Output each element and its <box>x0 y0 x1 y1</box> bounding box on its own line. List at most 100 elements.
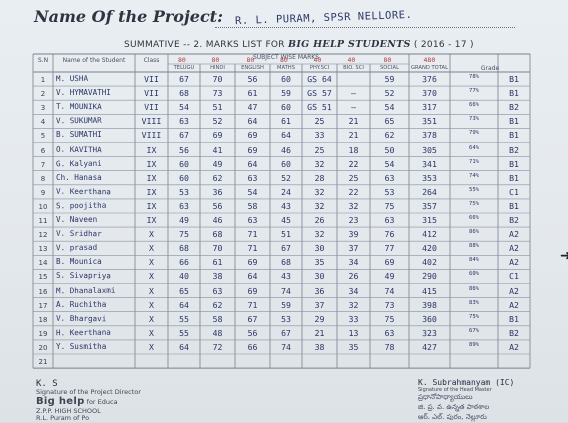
header-max-physci: 40 <box>314 57 322 64</box>
row-12-soc: 76 <box>372 230 407 239</box>
row-11-phy: 26 <box>304 216 335 224</box>
row-1-tot: 376 <box>411 75 448 84</box>
row-17-pct: 83% <box>452 301 496 307</box>
row-5-tot: 378 <box>411 131 448 139</box>
row-14-pct: 84% <box>452 258 496 264</box>
header-max-telugu: 80 <box>178 57 186 64</box>
row-18-name: V. Bhargavi <box>56 314 106 322</box>
row-3-tel: 54 <box>170 103 198 111</box>
row-1-hin: 70 <box>202 75 233 84</box>
row-20-name: Y. Susmitha <box>56 343 106 351</box>
row-9-pct: 55% <box>452 188 496 194</box>
row-8-tot: 353 <box>411 174 448 182</box>
row-14-phy: 35 <box>304 258 335 266</box>
row-13-sno: 13 <box>36 245 50 253</box>
row-19-hin: 48 <box>202 329 233 338</box>
row-8-name: Ch. Hanasa <box>56 174 102 182</box>
row-4-name: V. SUKUMAR <box>56 117 102 125</box>
row-16-soc: 74 <box>372 286 407 295</box>
row-2-name: V. HYMAVATHI <box>56 89 111 97</box>
row-10-grade: B1 <box>500 202 528 210</box>
row-15-sno: 15 <box>36 273 50 281</box>
row-6-tot: 305 <box>411 145 448 154</box>
row-13-tel: 68 <box>170 244 198 252</box>
row-14-tot: 402 <box>411 258 448 266</box>
row-2-mat: 59 <box>272 89 300 97</box>
row-11-mat: 45 <box>272 216 300 224</box>
margin-mark: ➜ <box>560 248 568 264</box>
row-11-tel: 49 <box>170 216 198 224</box>
row-11-cls: IX <box>137 216 166 224</box>
row-8-sno: 8 <box>36 175 50 183</box>
row-3-name: T. MOUNIKA <box>56 103 102 111</box>
row-17-cls: X <box>137 301 166 309</box>
row-10-tot: 357 <box>411 202 448 211</box>
row-3-tot: 317 <box>411 103 448 112</box>
row-17-name: A. Ruchitha <box>56 301 106 309</box>
row-7-phy: 32 <box>304 159 335 168</box>
row-19-bio: 13 <box>339 329 368 338</box>
row-15-tel: 40 <box>170 272 198 280</box>
row-12-grade: A2 <box>500 230 528 238</box>
row-5-grade: B1 <box>500 131 528 139</box>
row-5-phy: 33 <box>304 131 335 139</box>
row-2-soc: 52 <box>372 89 407 97</box>
row-7-bio: 22 <box>339 159 368 168</box>
row-9-bio: 22 <box>339 188 368 197</box>
row-6-mat: 46 <box>272 145 300 153</box>
row-20-pct: 89% <box>452 343 496 349</box>
header-telugu: TELUGU <box>168 66 200 71</box>
row-5-eng: 69 <box>237 131 268 139</box>
row-11-pct: 66% <box>452 216 496 222</box>
row-18-tot: 360 <box>411 314 448 323</box>
row-3-soc: 54 <box>372 103 407 112</box>
row-14-name: B. Mounica <box>56 258 102 266</box>
row-1-sno: 1 <box>36 76 50 84</box>
row-1-name: M. USHA <box>56 75 88 83</box>
row-4-soc: 65 <box>372 117 407 126</box>
headmaster-stamp-line1: ప్రధానోపాధ్యాయులు <box>418 393 514 403</box>
row-19-mat: 67 <box>272 329 300 337</box>
row-3-mat: 60 <box>272 103 300 111</box>
row-17-phy: 37 <box>304 301 335 309</box>
row-16-sno: 16 <box>36 288 50 296</box>
row-6-tel: 56 <box>170 145 198 153</box>
header-grand_total: GRAND TOTAL <box>409 66 450 71</box>
row-8-bio: 25 <box>339 174 368 182</box>
row-16-pct: 86% <box>452 286 496 292</box>
row-7-mat: 60 <box>272 159 300 167</box>
row-13-name: V. prasad <box>56 244 97 252</box>
big-help-stamp: Big help <box>36 396 85 407</box>
row-16-hin: 63 <box>202 286 233 295</box>
header-max-hindi: 80 <box>212 57 220 64</box>
header-max-maths: 80 <box>280 57 288 64</box>
row-19-tel: 55 <box>170 329 198 337</box>
row-18-cls: X <box>137 315 166 324</box>
row-19-tot: 323 <box>411 329 448 338</box>
row-15-tot: 290 <box>411 272 448 281</box>
row-4-pct: 73% <box>452 117 496 123</box>
row-17-hin: 62 <box>202 301 233 309</box>
row-8-phy: 28 <box>304 174 335 182</box>
row-12-pct: 86% <box>452 230 496 236</box>
row-11-eng: 63 <box>237 216 268 224</box>
row-7-tel: 60 <box>170 159 198 167</box>
row-13-soc: 77 <box>372 244 407 253</box>
row-16-tel: 65 <box>170 286 198 294</box>
row-3-phy: GS 51 <box>304 103 335 112</box>
headmaster-signature-block: K. Subrahmanyam (IC) Signature of the He… <box>418 379 514 423</box>
row-20-tot: 427 <box>411 343 448 351</box>
row-19-sno: 19 <box>36 330 50 338</box>
row-11-sno: 11 <box>36 217 50 225</box>
row-4-phy: 25 <box>304 117 335 126</box>
row-15-bio: 26 <box>339 272 368 281</box>
row-18-phy: 29 <box>304 315 335 324</box>
row-14-sno: 14 <box>36 259 50 267</box>
row-4-cls: VIII <box>137 117 166 126</box>
row-16-bio: 34 <box>339 286 368 295</box>
row-16-name: M. Dhanalaxmi <box>56 286 116 294</box>
row-3-grade: B2 <box>500 103 528 111</box>
row-12-phy: 32 <box>304 230 335 239</box>
row-5-sno: 5 <box>36 132 50 140</box>
row-14-tel: 66 <box>170 258 198 266</box>
